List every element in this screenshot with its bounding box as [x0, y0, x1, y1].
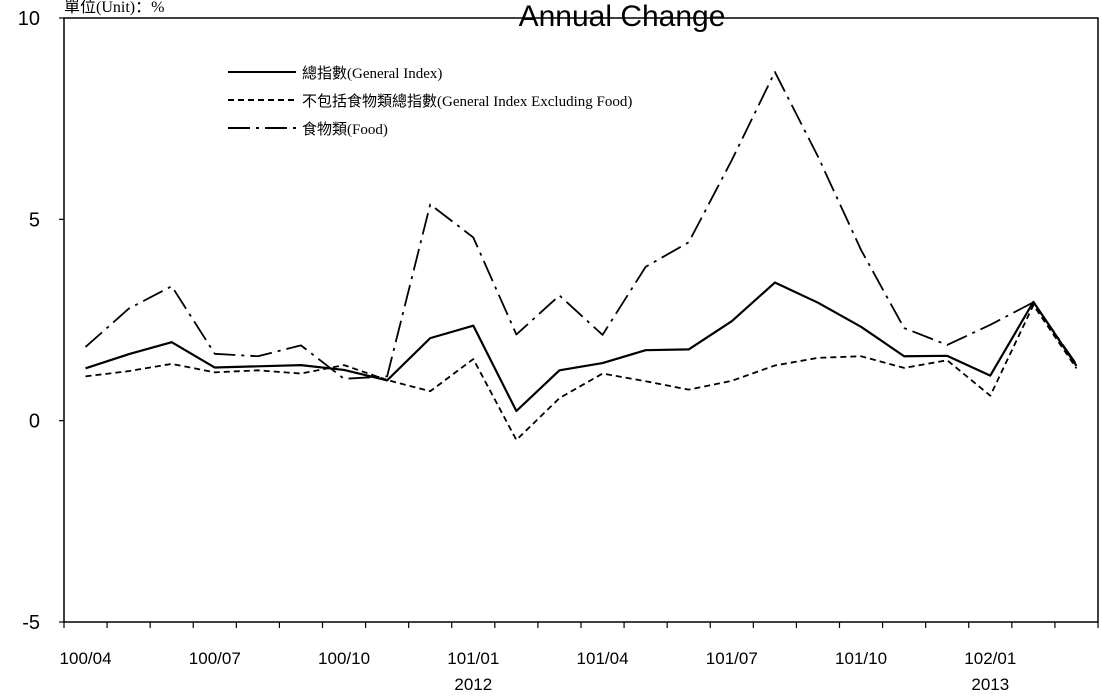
unit-label: 單位(Unit)：%: [64, 0, 164, 16]
x-tick-label: 100/04: [60, 649, 112, 668]
series-line-3: [84, 71, 1078, 380]
y-tick-label: 5: [29, 209, 40, 231]
y-tick-label: 0: [29, 411, 40, 433]
legend-label: 食物類(Food): [302, 121, 388, 138]
x-tick-label: 101/07: [706, 649, 758, 668]
x-tick-sublabel: 2013: [971, 675, 1009, 694]
legend-label: 不包括食物類總指數(General Index Excluding Food): [302, 92, 632, 110]
series-line-2: [85, 304, 1078, 441]
x-tick-label: 100/07: [189, 649, 241, 668]
x-tick-label: 102/01: [964, 649, 1016, 668]
x-tick-label: 101/10: [835, 649, 887, 668]
x-tick-label: 101/01: [447, 649, 499, 668]
legend: 總指數(General Index) 不包括食物類總指數(General Inde…: [228, 64, 632, 138]
chart-title: Annual Change: [519, 0, 726, 33]
y-tick-label: 10: [18, 8, 40, 30]
legend-label: 總指數(General Index): [302, 64, 442, 82]
x-tick-sublabel: 2012: [454, 675, 492, 694]
x-tick-label: 100/10: [318, 649, 370, 668]
y-tick-label: -5: [22, 612, 40, 634]
series-line-1: [85, 281, 1078, 413]
x-tick-label: 101/04: [577, 649, 629, 668]
